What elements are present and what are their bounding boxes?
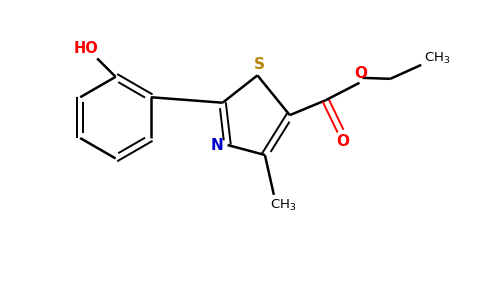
- Text: CH$_3$: CH$_3$: [270, 198, 296, 213]
- Text: S: S: [254, 57, 264, 72]
- Text: O: O: [336, 134, 349, 148]
- Text: N: N: [210, 137, 223, 152]
- Text: CH$_3$: CH$_3$: [424, 51, 450, 67]
- Text: HO: HO: [74, 41, 98, 56]
- Text: O: O: [354, 66, 367, 81]
